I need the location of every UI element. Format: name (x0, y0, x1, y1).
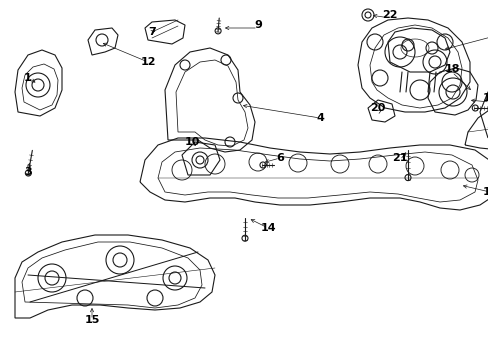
Text: 12: 12 (140, 57, 156, 67)
Text: 3: 3 (24, 167, 32, 177)
Text: 21: 21 (391, 153, 407, 163)
Text: 9: 9 (254, 20, 262, 30)
Text: 20: 20 (369, 103, 385, 113)
Text: 10: 10 (184, 137, 199, 147)
Text: 13: 13 (481, 187, 488, 197)
Text: 14: 14 (260, 223, 275, 233)
Text: 1: 1 (24, 73, 32, 83)
Text: 15: 15 (84, 315, 100, 325)
Text: 19: 19 (481, 93, 488, 103)
Text: 18: 18 (443, 64, 459, 74)
Text: 22: 22 (382, 10, 397, 20)
Text: 7: 7 (148, 27, 156, 37)
Text: 4: 4 (315, 113, 323, 123)
Text: 6: 6 (276, 153, 284, 163)
